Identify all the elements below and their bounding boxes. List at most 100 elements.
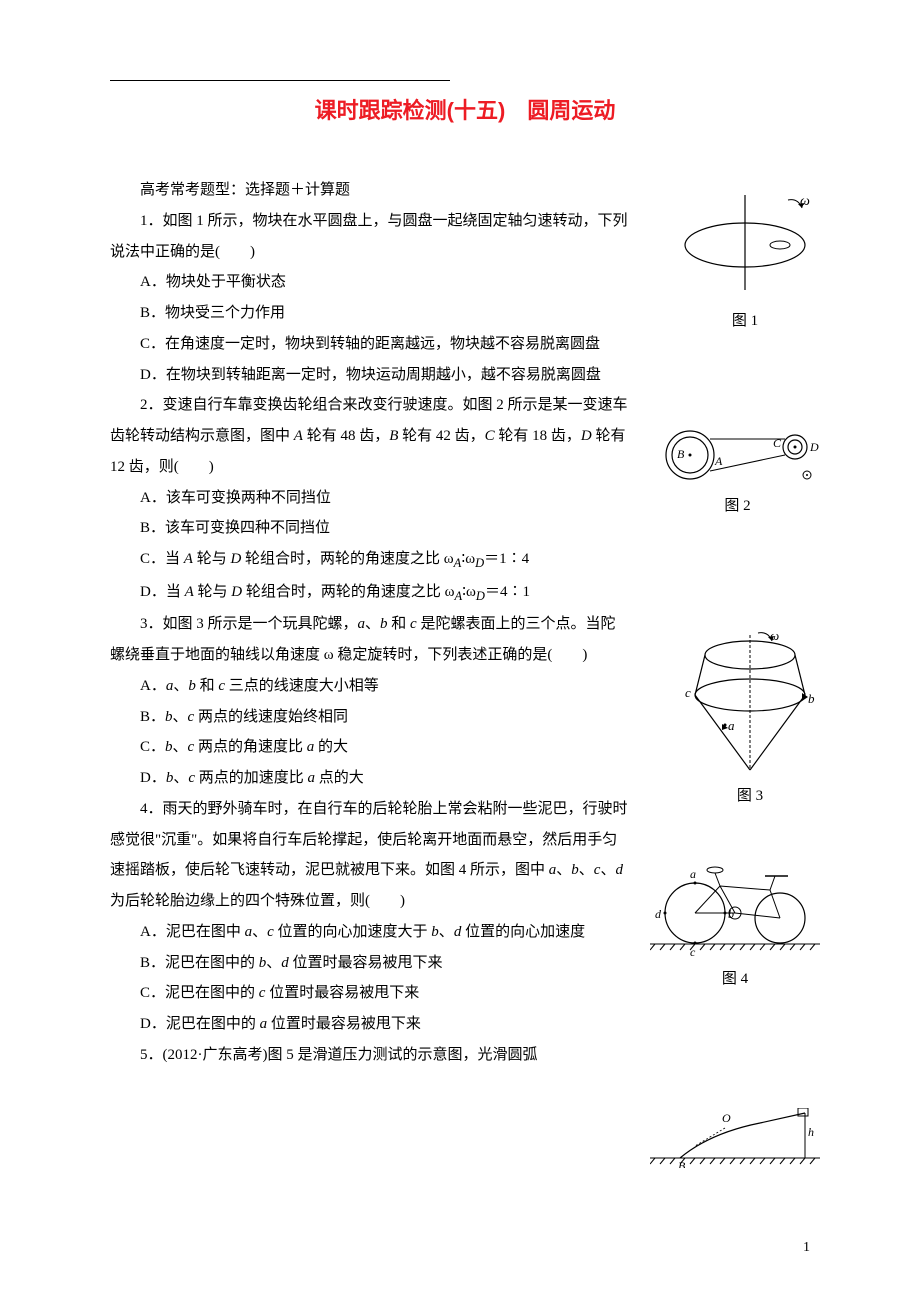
q3c-mid: 两点的角速度比 (194, 739, 307, 755)
q3d-mid: 两点的加速度比 (195, 770, 308, 786)
q2c-pre: C．当 (140, 551, 184, 567)
svg-text:c: c (685, 685, 691, 700)
q2d-m1: 轮与 (194, 584, 232, 600)
q2c-end: ＝1∶4 (484, 551, 529, 567)
svg-text:a: a (728, 718, 735, 733)
q2c-s2: D (475, 556, 484, 570)
q5-stem: 5．(2012·广东高考)图 5 是滑道压力测试的示意图，光滑圆弧 (110, 1040, 630, 1071)
q2d-m2: 轮组合时，两轮的角速度之比 ω (242, 584, 454, 600)
figure-1-label: 图 1 (670, 309, 820, 330)
q4a-b: b (431, 924, 439, 940)
q2c-A: A (184, 551, 193, 567)
q2-A: A (294, 428, 303, 444)
q4b-pre: B．泥巴在图中的 (140, 955, 259, 971)
figure-1: ω 图 1 (670, 190, 820, 330)
svg-text:A: A (714, 454, 723, 468)
q3c-pre: C． (140, 739, 165, 755)
q3-s1: 、 (365, 616, 380, 632)
q3a-pre: A． (140, 678, 166, 694)
q4a-pre: A．泥巴在图中 (140, 924, 245, 940)
q3c-s1: 、 (173, 739, 188, 755)
q4a-s1: 、 (252, 924, 267, 940)
figure-4-label: 图 4 (650, 967, 820, 988)
q2-stem-p2: 轮有 48 齿， (303, 428, 389, 444)
slide-icon: O h B (650, 1108, 820, 1168)
svg-text:B: B (677, 447, 685, 461)
svg-text:a: a (690, 867, 696, 881)
page-number: 1 (803, 1240, 810, 1256)
figure-3: c b a ω 图 3 (680, 625, 820, 805)
q4c-post: 位置时最容易被甩下来 (265, 985, 419, 1001)
gears-icon: B A C D (655, 425, 820, 485)
q3-c: c (410, 616, 417, 632)
q2-B: B (389, 428, 398, 444)
q2-C: C (485, 428, 495, 444)
q2d-D: D (231, 584, 242, 600)
figure-4: a b c d 图 4 (650, 858, 820, 988)
top-icon: c b a ω (680, 625, 820, 775)
q4d-post: 位置时最容易被甩下来 (267, 1016, 421, 1032)
q3d-a: a (308, 770, 316, 786)
q3-pre: 3．如图 3 所示是一个玩具陀螺， (140, 616, 358, 632)
q3a-s2: 和 (196, 678, 219, 694)
q2-stem-p3: 轮有 42 齿， (398, 428, 484, 444)
disk-icon: ω (670, 190, 820, 300)
q3a-post: 三点的线速度大小相等 (225, 678, 379, 694)
q4a-mid: 位置的向心加速度大于 (274, 924, 432, 940)
q3-stem: 3．如图 3 所示是一个玩具陀螺，a、b 和 c 是陀螺表面上的三个点。当陀螺绕… (110, 609, 630, 671)
q3b-b: b (165, 709, 173, 725)
q4-option-d: D．泥巴在图中的 a 位置时最容易被甩下来 (110, 1009, 820, 1040)
figure-3-label: 图 3 (680, 784, 820, 805)
q4b-s1: 、 (266, 955, 281, 971)
svg-text:d: d (655, 907, 662, 921)
q3a-b: b (188, 678, 196, 694)
q2-stem-p4: 轮有 18 齿， (495, 428, 581, 444)
q3b-s1: 、 (173, 709, 188, 725)
q4-stem: 4．雨天的野外骑车时，在自行车的后轮轮胎上常会粘附一些泥巴，行驶时感觉很"沉重"… (110, 794, 630, 917)
q3c-post: 的大 (314, 739, 348, 755)
q4a-post: 位置的向心加速度 (461, 924, 585, 940)
q4a-c: c (267, 924, 274, 940)
q4-s1: 、 (556, 862, 571, 878)
q3d-pre: D． (140, 770, 166, 786)
svg-text:C: C (773, 436, 782, 450)
q2d-pre: D．当 (140, 584, 185, 600)
q2c-D: D (230, 551, 241, 567)
q4c-pre: C．泥巴在图中的 (140, 985, 259, 1001)
page-title: 课时跟踪检测(十五) 圆周运动 (110, 93, 820, 125)
q4-d: d (615, 862, 623, 878)
svg-text:D: D (809, 440, 819, 454)
q2c-m2: 轮组合时，两轮的角速度之比 ω (241, 551, 453, 567)
q3d-s1: 、 (173, 770, 188, 786)
q3d-post: 点的大 (315, 770, 364, 786)
figure-2-label: 图 2 (655, 494, 820, 515)
q4-s3: 、 (600, 862, 615, 878)
header-rule (110, 80, 450, 81)
q2-D: D (581, 428, 592, 444)
figure-5: O h B (650, 1108, 820, 1173)
q2d-s2: D (476, 589, 485, 603)
svg-text:O: O (722, 1111, 731, 1125)
q2d-A: A (185, 584, 194, 600)
q2-option-c: C．当 A 轮与 D 轮组合时，两轮的角速度之比 ωA∶ωD＝1∶4 (110, 544, 820, 577)
q4-post: 为后轮轮胎边缘上的四个特殊位置，则( ) (110, 893, 405, 909)
q4d-pre: D．泥巴在图中的 (140, 1016, 260, 1032)
q3b-post: 两点的线速度始终相同 (194, 709, 348, 725)
q4b-post: 位置时最容易被甩下来 (289, 955, 443, 971)
q2c-m1: 轮与 (193, 551, 231, 567)
svg-text:b: b (808, 691, 815, 706)
q2d-m3: ∶ω (462, 584, 476, 600)
svg-text:b: b (728, 907, 734, 921)
q2d-end: ＝4∶1 (485, 584, 530, 600)
q1-option-d: D．在物块到转轴距离一定时，物块运动周期越小，越不容易脱离圆盘 (110, 360, 820, 391)
q2-stem: 2．变速自行车靠变换齿轮组合来改变行驶速度。如图 2 所示是某一变速车齿轮转动结… (110, 390, 630, 482)
q3b-pre: B． (140, 709, 165, 725)
q2c-m3: ∶ω (461, 551, 475, 567)
q4b-d: d (281, 955, 289, 971)
svg-text:B: B (678, 1159, 686, 1168)
q3a-s1: 、 (173, 678, 188, 694)
q3c-b: b (165, 739, 173, 755)
q4a-s2: 、 (439, 924, 454, 940)
q2-option-b: B．该车可变换四种不同挡位 (110, 513, 820, 544)
q1-stem: 1．如图 1 所示，物块在水平圆盘上，与圆盘一起绕固定轴匀速转动，下列说法中正确… (110, 206, 630, 268)
